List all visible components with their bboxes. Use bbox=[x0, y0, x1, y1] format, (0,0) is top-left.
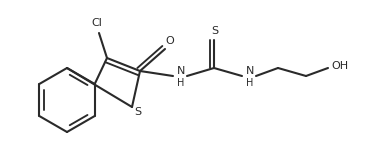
Text: N: N bbox=[246, 66, 254, 76]
Text: O: O bbox=[166, 36, 175, 46]
Text: Cl: Cl bbox=[92, 18, 103, 28]
Text: H: H bbox=[177, 78, 185, 88]
Text: S: S bbox=[211, 26, 219, 36]
Text: S: S bbox=[134, 107, 142, 117]
Text: OH: OH bbox=[331, 61, 349, 71]
Text: H: H bbox=[246, 78, 254, 88]
Text: N: N bbox=[177, 66, 185, 76]
